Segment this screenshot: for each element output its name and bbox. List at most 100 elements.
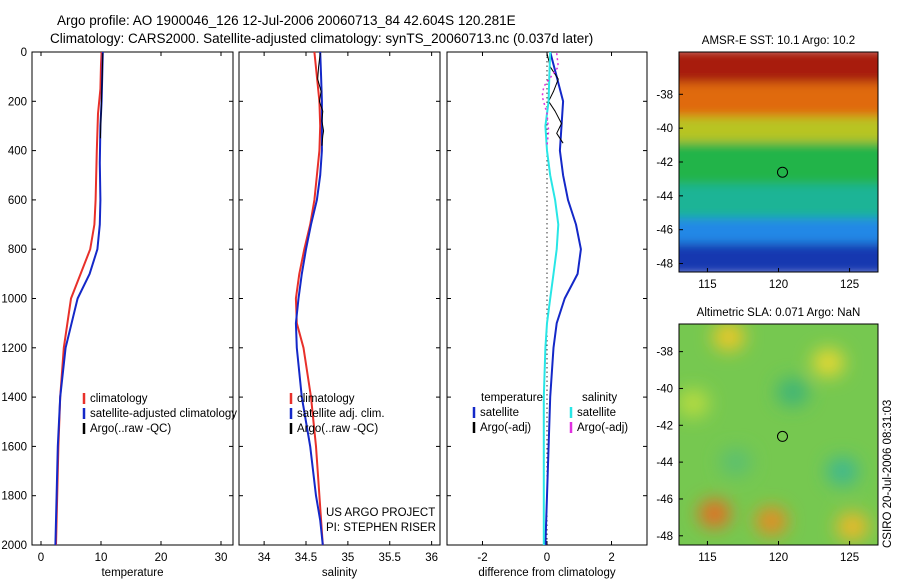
y-tick-label: -46 [656, 494, 673, 506]
panel-difference: -2 0 2 difference from climatology temperatu… [446, 51, 648, 579]
series-salinity-satellite [542, 51, 560, 545]
x-tick-label: 125 [840, 279, 859, 291]
legend-label: Argo(..raw -QC) [297, 423, 378, 435]
timestamp-stamp: CSIRO 20-Jul-2006 08:31:03 [882, 400, 894, 548]
x-tick-label: 34 [258, 552, 271, 564]
x-tick-label: 120 [769, 552, 788, 564]
y-tick-label: 200 [8, 96, 27, 108]
color-band [679, 243, 878, 272]
plot-frame [238, 51, 441, 546]
x-axis-label: salinity [322, 567, 357, 579]
legend: climatology satellite adj. clim. Argo(..ra… [289, 393, 385, 435]
legend-title: temperature [481, 392, 543, 404]
y-tick-label: 1400 [1, 392, 27, 404]
y-tick-label: 1600 [1, 441, 27, 453]
color-band [679, 82, 878, 123]
x-tick-label: 115 [698, 279, 716, 291]
panel-temperature: 0 200 400 600 800 1000 1200 1400 1600 1800 2000 0 10… [1, 47, 237, 579]
figure-title-line1: Argo profile: AO 1900046_126 12-Jul-2006… [57, 13, 516, 28]
x-tick-label: 0 [544, 552, 550, 564]
y-tick-label: 400 [8, 146, 27, 158]
map-title: Altimetric SLA: 0.071 Argo: NaN [697, 307, 861, 319]
anomaly-blob [755, 507, 788, 536]
x-tick-label: 0 [38, 552, 44, 564]
legend-label: climatology [297, 393, 355, 405]
pi-credit: PI: STEPHEN RISER [326, 522, 436, 534]
anomaly-blob [679, 389, 710, 418]
x-tick-label: 120 [769, 279, 788, 291]
legend-label: Argo(..raw -QC) [90, 423, 171, 435]
panel-salinity: 34 34.5 35 35.5 36 salinity climatology satelli… [238, 51, 441, 579]
anomaly-blob [712, 324, 745, 351]
argo-position-marker [776, 430, 788, 442]
x-tick-label: 20 [155, 552, 168, 564]
y-tick-label: -48 [656, 259, 673, 271]
series-argo-raw-qc- [317, 53, 325, 146]
y-tick-label: -46 [656, 225, 673, 237]
y-tick-label: -48 [656, 531, 673, 543]
legend-label: climatology [90, 393, 148, 405]
map-title: AMSR-E SST: 10.1 Argo: 10.2 [702, 35, 855, 47]
anomaly-blob [698, 499, 731, 528]
legend-label: satellite adj. clim. [297, 408, 385, 420]
series-climatology [294, 51, 324, 546]
y-tick-label: -44 [656, 457, 673, 469]
y-tick-label: 1000 [1, 294, 27, 306]
x-tick-label: 115 [698, 552, 716, 564]
series-argo-raw-qc- [99, 53, 104, 139]
series-temperature-satellite [544, 51, 582, 546]
plot-frame [31, 51, 234, 546]
y-tick-label: 0 [21, 47, 27, 59]
map-field [679, 52, 878, 272]
anomaly-blob [836, 512, 869, 541]
legend: climatology satellite-adjusted climatolog… [82, 393, 237, 435]
anomaly-blob [719, 448, 752, 477]
argo-position-marker [776, 166, 788, 178]
project-credit: US ARGO PROJECT [326, 507, 435, 519]
y-tick-label: 1200 [1, 343, 27, 355]
y-tick-label: 800 [8, 244, 27, 256]
y-tick-label: -40 [656, 383, 673, 395]
color-band [679, 142, 878, 191]
legend: temperature salinity satellite Argo(-adj) sa… [472, 392, 628, 434]
color-band [679, 52, 878, 89]
x-axis-label: temperature [101, 567, 163, 579]
y-tick-label: -38 [656, 89, 673, 101]
map-sla: 115 120 125 -38 -40 -42 -44 -46 -48 Altimetric SL… [656, 307, 879, 564]
y-tick-label: 2000 [1, 540, 27, 552]
legend-label: satellite-adjusted climatology [90, 408, 237, 420]
x-tick-label: 35 [341, 552, 354, 564]
figure-title-line2: Climatology: CARS2000. Satellite-adjuste… [50, 31, 593, 46]
y-tick-label: 600 [8, 195, 27, 207]
legend-label: satellite [577, 407, 616, 419]
y-tick-label: -42 [656, 157, 673, 169]
legend-label: Argo(-adj) [480, 422, 531, 434]
anomaly-blobs [679, 324, 869, 541]
x-tick-label: -2 [477, 552, 487, 564]
y-tick-label: 1800 [1, 491, 27, 503]
color-bands [679, 52, 878, 272]
satellite-maps: 115 120 125 -38 -40 -42 -44 -46 -48 AMSR-E SST: 1… [656, 35, 879, 564]
x-tick-label: 35.5 [379, 552, 401, 564]
color-band [679, 184, 878, 225]
map-field [679, 324, 878, 545]
x-tick-label: 36 [425, 552, 438, 564]
x-tick-label: 30 [215, 552, 228, 564]
x-tick-label: 2 [608, 552, 614, 564]
y-tick-label: -42 [656, 420, 673, 432]
anomaly-blob [776, 378, 809, 407]
y-tick-label: -44 [656, 191, 673, 203]
map-sst: 115 120 125 -38 -40 -42 -44 -46 -48 AMSR-E SST: 1… [656, 35, 879, 291]
x-tick-label: 34.5 [295, 552, 317, 564]
legend-title: salinity [582, 392, 617, 404]
x-axis-label: difference from climatology [478, 567, 615, 579]
y-tick-label: -40 [656, 123, 673, 135]
x-tick-label: 125 [840, 552, 859, 564]
legend-label: Argo(-adj) [577, 422, 628, 434]
legend-label: satellite [480, 407, 519, 419]
anomaly-blob [812, 348, 845, 377]
y-tick-label: -38 [656, 347, 673, 359]
anomaly-blob [826, 457, 859, 486]
